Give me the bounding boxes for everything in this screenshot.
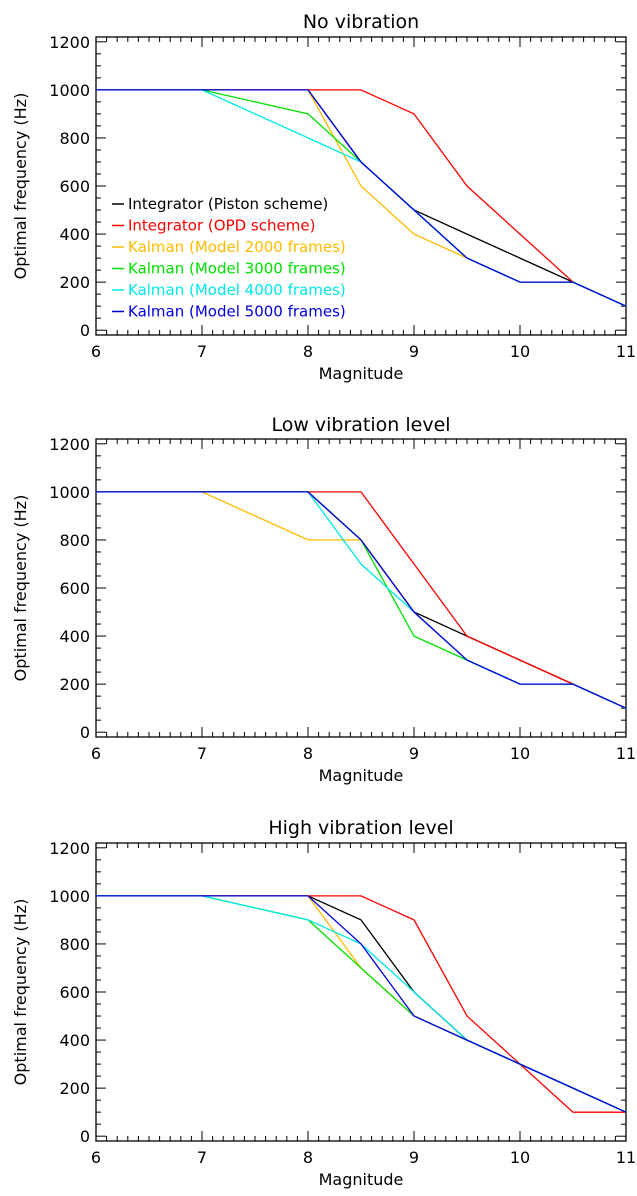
series-line-kalman-model-5000-frames xyxy=(96,89,627,307)
x-tick-label: 7 xyxy=(197,744,207,763)
y-tick-label: 1000 xyxy=(49,483,90,502)
x-tick-label: 10 xyxy=(510,342,530,361)
y-axis-label: Optimal frequency (Hz) xyxy=(11,899,30,1086)
y-tick-label: 0 xyxy=(80,1127,90,1146)
x-axis-label: Magnitude xyxy=(319,766,404,785)
x-tick-label: 8 xyxy=(303,1148,313,1167)
series-line-kalman-model-2000-frames xyxy=(96,491,627,709)
y-tick-label: 0 xyxy=(80,321,90,340)
legend-entry-kalman-model-5000-frames: Kalman (Model 5000 frames) xyxy=(128,303,346,321)
series-line-integrator-piston-scheme xyxy=(96,491,627,709)
y-tick-label: 600 xyxy=(59,177,90,196)
series-line-kalman-model-3000-frames xyxy=(96,895,627,1113)
y-tick-label: 800 xyxy=(59,129,90,148)
x-tick-label: 7 xyxy=(197,342,207,361)
y-tick-label: 1200 xyxy=(49,435,90,454)
y-tick-label: 400 xyxy=(59,1031,90,1050)
plot-frame xyxy=(95,842,627,1142)
legend-entry-integrator-opd-scheme: Integrator (OPD scheme) xyxy=(128,217,315,235)
chart-panel-3: High vibration level 6 7 8 9 10 11 0 200 400 600 80… xyxy=(11,817,636,1189)
x-tick-label: 6 xyxy=(91,342,101,361)
y-tick-label: 200 xyxy=(59,675,90,694)
y-axis-label: Optimal frequency (Hz) xyxy=(11,495,30,682)
y-tick-label: 1000 xyxy=(49,81,90,100)
series-line-kalman-model-5000-frames xyxy=(96,895,627,1113)
y-tick-label: 600 xyxy=(59,579,90,598)
x-tick-label: 8 xyxy=(303,744,313,763)
x-axis-label: Magnitude xyxy=(319,364,404,383)
x-tick-label: 10 xyxy=(510,1148,530,1167)
chart-title: Low vibration level xyxy=(271,414,450,436)
y-tick-label: 1200 xyxy=(49,33,90,52)
series-line-kalman-model-4000-frames xyxy=(96,895,627,1113)
y-tick-label: 600 xyxy=(59,983,90,1002)
plot-frame xyxy=(95,438,627,738)
chart-panel-1: No vibration 6 7 8 9 10 11 0 200 400 600 800 1000 120… xyxy=(11,11,636,383)
y-tick-label: 800 xyxy=(59,935,90,954)
y-tick-label: 1000 xyxy=(49,887,90,906)
y-tick-label: 1200 xyxy=(49,839,90,858)
x-tick-label: 11 xyxy=(616,744,636,763)
x-tick-label: 11 xyxy=(616,1148,636,1167)
x-tick-label: 6 xyxy=(91,1148,101,1167)
legend-entry-kalman-model-2000-frames: Kalman (Model 2000 frames) xyxy=(128,238,346,256)
x-tick-label: 9 xyxy=(409,1148,419,1167)
y-tick-label: 200 xyxy=(59,1079,90,1098)
series-line-kalman-model-2000-frames xyxy=(96,895,627,1113)
legend-entry-kalman-model-4000-frames: Kalman (Model 4000 frames) xyxy=(128,281,346,299)
series-line-integrator-piston-scheme xyxy=(96,895,627,1113)
x-tick-label: 6 xyxy=(91,744,101,763)
y-tick-label: 800 xyxy=(59,531,90,550)
legend-entry-kalman-model-3000-frames: Kalman (Model 3000 frames) xyxy=(128,260,346,278)
x-tick-label: 7 xyxy=(197,1148,207,1167)
series-line-kalman-model-4000-frames xyxy=(96,491,627,709)
x-tick-label: 11 xyxy=(616,342,636,361)
series-line-integrator-opd-scheme xyxy=(96,895,626,1113)
series-line-integrator-opd-scheme xyxy=(96,491,627,709)
y-tick-label: 400 xyxy=(59,627,90,646)
x-tick-label: 9 xyxy=(409,342,419,361)
x-tick-label: 8 xyxy=(303,342,313,361)
x-tick-label: 9 xyxy=(409,744,419,763)
x-axis-label: Magnitude xyxy=(319,1170,404,1189)
series-line-kalman-model-5000-frames xyxy=(96,491,627,709)
legend-entry-integrator-piston-scheme: Integrator (Piston scheme) xyxy=(128,195,328,213)
chart-title: No vibration xyxy=(303,11,419,33)
chart-title: High vibration level xyxy=(268,817,453,839)
y-tick-label: 200 xyxy=(59,273,90,292)
x-tick-label: 10 xyxy=(510,744,530,763)
y-axis-label: Optimal frequency (Hz) xyxy=(11,93,30,280)
y-tick-label: 400 xyxy=(59,225,90,244)
y-tick-label: 0 xyxy=(80,723,90,742)
chart-panel-2: Low vibration level 6 7 8 9 10 11 0 200 400 600 800… xyxy=(11,414,636,785)
series-line-kalman-model-3000-frames xyxy=(96,491,627,709)
